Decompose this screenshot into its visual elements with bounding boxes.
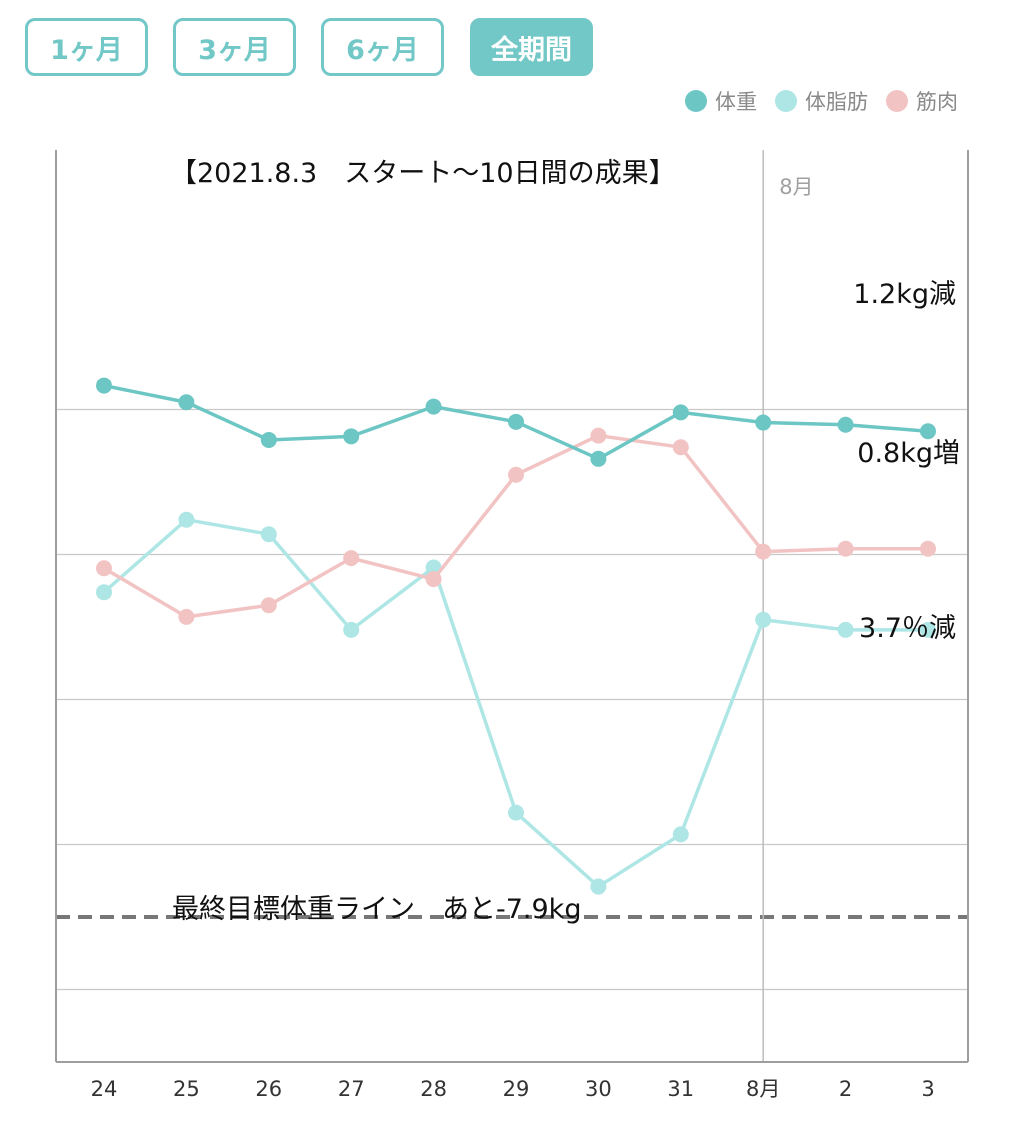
point-body_fat-6	[590, 878, 607, 895]
point-weight-2	[260, 431, 277, 448]
point-body_fat-3	[343, 621, 360, 638]
x-tick-label-0: 24	[91, 1077, 118, 1101]
point-body_fat-7	[672, 826, 689, 843]
x-tick-label-10: 3	[921, 1077, 934, 1101]
point-muscle-3	[343, 550, 360, 567]
point-muscle-6	[590, 427, 607, 444]
x-axis-ticks: 24 25 26 27 28 29 30 31 8月 2 3	[91, 1077, 935, 1101]
x-tick-label-7: 31	[667, 1077, 694, 1101]
tab-3-months[interactable]: 3ヶ月	[173, 18, 296, 76]
point-weight-9	[837, 416, 854, 433]
series-muscle	[96, 427, 936, 625]
point-muscle-8	[755, 543, 772, 560]
point-muscle-0	[96, 560, 112, 577]
legend-label-muscle: 筋肉	[916, 90, 958, 114]
chart-legend: 体重 体脂肪 筋肉	[685, 86, 958, 116]
point-weight-8	[755, 414, 772, 431]
point-body_fat-8	[755, 611, 772, 628]
point-weight-4	[425, 398, 442, 415]
point-muscle-2	[260, 597, 277, 614]
legend-item-weight: 体重	[685, 86, 757, 116]
point-weight-5	[508, 413, 524, 430]
weight-change-label: 1.2kg減	[853, 279, 956, 310]
legend-dot-body-fat	[775, 90, 797, 112]
point-body_fat-5	[508, 804, 524, 821]
x-tick-label-8: 8月	[746, 1077, 780, 1101]
tab-1-month[interactable]: 1ヶ月	[25, 18, 148, 76]
series-body_fat	[96, 511, 936, 895]
point-muscle-9	[837, 540, 854, 557]
month-marker-label: 8月	[779, 175, 813, 199]
x-tick-label-4: 28	[420, 1077, 447, 1101]
series-layer	[96, 377, 936, 895]
point-muscle-1	[178, 608, 195, 625]
point-muscle-5	[508, 466, 524, 483]
grid-layer	[56, 408, 968, 991]
muscle-change-label: 0.8kg増	[857, 438, 960, 469]
point-weight-3	[343, 428, 360, 445]
tab-all-period[interactable]: 全期間	[470, 18, 593, 76]
x-tick-label-2: 26	[255, 1077, 282, 1101]
legend-label-weight: 体重	[715, 90, 757, 114]
x-tick-label-1: 25	[173, 1077, 200, 1101]
point-body_fat-0	[96, 584, 112, 601]
point-muscle-10	[920, 540, 936, 557]
chart-title: 【2021.8.3 スタート～10日間の成果】	[170, 158, 676, 189]
x-tick-label-3: 27	[338, 1077, 365, 1101]
point-weight-6	[590, 450, 607, 467]
point-body_fat-1	[178, 511, 195, 528]
point-weight-10	[920, 423, 936, 440]
point-muscle-4	[425, 571, 442, 588]
x-tick-label-9: 2	[839, 1077, 852, 1101]
x-tick-label-5: 29	[503, 1077, 530, 1101]
series-weight	[96, 377, 936, 467]
legend-dot-weight	[685, 90, 707, 112]
legend-dot-muscle	[886, 90, 908, 112]
point-body_fat-10	[920, 621, 936, 638]
series-line-body_fat	[102, 517, 928, 889]
legend-item-muscle: 筋肉	[886, 86, 958, 116]
point-weight-7	[672, 404, 689, 421]
tab-6-months[interactable]: 6ヶ月	[321, 18, 444, 76]
point-body_fat-2	[260, 526, 277, 543]
point-muscle-7	[672, 439, 689, 456]
target-line-label: 最終目標体重ライン あと-7.9kg	[172, 894, 581, 925]
point-body_fat-9	[837, 621, 854, 638]
x-tick-label-6: 30	[585, 1077, 612, 1101]
legend-item-body-fat: 体脂肪	[775, 86, 868, 116]
point-weight-0	[96, 377, 112, 394]
legend-label-body-fat: 体脂肪	[805, 90, 868, 114]
fat-change-label: 3.7％減	[859, 613, 956, 644]
point-weight-1	[178, 394, 195, 411]
period-tabs: 1ヶ月 3ヶ月 6ヶ月 全期間	[0, 0, 1024, 90]
